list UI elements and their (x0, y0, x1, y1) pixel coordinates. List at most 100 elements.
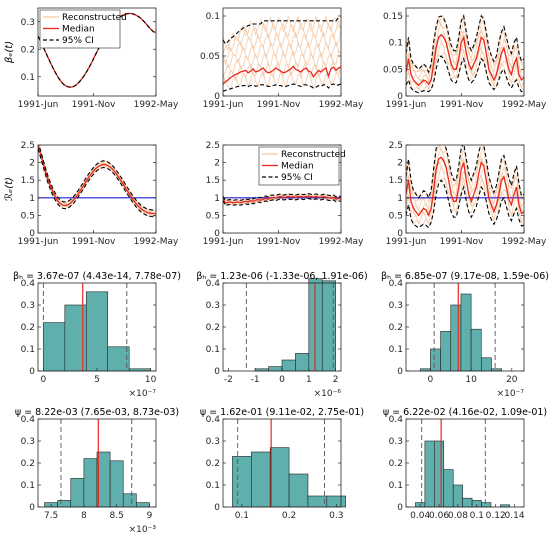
x-tick-label: 8.5 (110, 511, 124, 521)
histogram-bar (288, 473, 309, 508)
x-tick-label: 0 (40, 375, 46, 385)
y-tick-label: 1.5 (21, 176, 35, 186)
panel-title: ψ = 1.62e-01 (9.11e-02, 2.75e-01) (200, 407, 364, 418)
ci-upper-line (406, 14, 524, 74)
y-tick-label: 0.4 (206, 415, 221, 425)
y-tick-label: 1.5 (389, 176, 403, 186)
x-tick-label: 1992-May (319, 100, 364, 110)
ci-lower-line (223, 83, 341, 92)
y-tick-label: 0.2 (206, 459, 220, 469)
panel-6: 0 0.5 1 1.5 2 2.5 1991-Jun 1991-Nov 1992-May (386, 141, 547, 247)
histogram-bar (268, 366, 283, 372)
y-tick-label: 0.4 (389, 415, 404, 425)
panel-7: 0 0.1 0.2 0.3 0.4 0 5 10 ×10⁻⁷ βₕ = 3.67e-07 (4.4… (13, 271, 181, 399)
y-tick-label: 0.5 (206, 211, 220, 221)
legend-label: 95% CI (281, 173, 313, 183)
panel-title: ψ = 6.22e-02 (4.16e-02, 1.09e-01) (383, 407, 547, 418)
y-tick-label: 0.1 (21, 481, 35, 491)
x-tick-label: 8 (81, 511, 87, 521)
reconstructed-trajectory (223, 69, 341, 91)
y-axis-label: βₑ(t) (4, 41, 15, 64)
x-tick-label: 0.1 (235, 511, 249, 521)
median-line (38, 145, 156, 215)
y-tick-label: 0 (214, 92, 220, 102)
y-tick-label: 2.5 (389, 141, 403, 151)
x-tick-label: 10 (145, 375, 157, 385)
x-tick-label: 1992-May (502, 237, 547, 247)
x-tick-label: 0.1 (470, 511, 484, 521)
x-tick-label: 1991-Nov (440, 237, 484, 247)
x-tick-label: 1991-Jun (18, 100, 59, 110)
x-tick-label: 1992-May (134, 100, 179, 110)
x-tick-label: -2 (224, 375, 233, 385)
histogram-bar (440, 331, 452, 372)
y-tick-label: 1 (397, 194, 403, 204)
x-axis-exponent: ×10⁻⁶ (314, 389, 342, 399)
y-tick-label: 0.3 (21, 301, 35, 311)
y-tick-label: 0.15 (383, 12, 403, 22)
ci-lower-line (38, 148, 156, 218)
axes-box (405, 418, 525, 508)
y-tick-label: 0.3 (206, 437, 220, 447)
y-tick-label: 1 (214, 194, 220, 204)
x-tick-label: 0.06 (429, 511, 449, 521)
histogram-bar (96, 451, 111, 508)
ci-upper-line (223, 193, 341, 202)
y-tick-label: 0 (214, 229, 220, 239)
y-tick-label: 0.3 (389, 301, 403, 311)
y-tick-label: 2 (397, 159, 403, 169)
y-tick-label: 0.2 (389, 459, 403, 469)
x-tick-label: 0.08 (448, 511, 468, 521)
panel-4: 0 0.5 1 1.5 2 2.5 1991-Jun 1991-Nov 1992-May ℛₑ(t… (4, 141, 179, 247)
y-tick-label: 0.4 (21, 279, 36, 289)
x-tick-label: 0.3 (329, 511, 343, 521)
panel-9: 0 0.1 0.2 0.3 0.4 0 10 20 ×10⁻⁷ βₕ = 6.85e-07 (9.… (381, 271, 549, 399)
plot-area (223, 193, 341, 207)
y-tick-label: 1 (29, 194, 35, 204)
y-tick-label: 0 (214, 503, 220, 513)
y-tick-label: 0.4 (389, 279, 404, 289)
histogram-bar (443, 469, 454, 508)
y-tick-label: 0 (397, 229, 403, 239)
x-tick-label: 5 (94, 375, 100, 385)
reconstructed-trajectory (223, 49, 341, 77)
y-tick-label: 2 (214, 159, 220, 169)
x-tick-label: 1991-Jun (203, 100, 244, 110)
y-tick-label: 0 (397, 503, 403, 513)
reconstructed-trajectory (406, 21, 524, 81)
x-tick-label: 0.14 (505, 511, 525, 521)
y-tick-label: 0.05 (200, 52, 220, 62)
x-axis-exponent: ×10⁻⁷ (129, 389, 157, 399)
median-line (223, 195, 341, 204)
ci-upper-line (38, 145, 156, 211)
reconstructed-trajectory (223, 30, 341, 66)
histogram-bar (480, 357, 492, 372)
histogram-bar (251, 451, 271, 508)
y-tick-label: 0.2 (21, 323, 35, 333)
x-tick-label: 1991-Jun (386, 100, 427, 110)
panel-12: 00.10.20.30.40.040.060.08 0.1 0.120.14ψ = … (383, 407, 547, 521)
y-tick-label: 0.2 (206, 323, 220, 333)
plot-area (406, 13, 524, 94)
panel-10: 0 0.1 0.2 0.3 0.4 7.5 8 8.5 9 ×10⁻³ ψ = 8.22e-03 (… (15, 407, 179, 535)
y-tick-label: 0 (214, 367, 220, 377)
histogram-bar (462, 497, 473, 508)
x-tick-label: 1 (306, 375, 312, 385)
y-tick-label: 0.1 (206, 481, 220, 491)
panel-11: 0 0.1 0.2 0.3 0.4 0.1 0.2 0.3 ψ = 1.62e-01 (9.11… (200, 407, 364, 521)
median-line (406, 156, 524, 218)
axes-box (405, 7, 525, 97)
histogram-bar (83, 458, 98, 508)
histogram-bar (295, 353, 310, 372)
median-line (38, 12, 156, 88)
x-tick-label: 1991-Nov (257, 237, 301, 247)
y-tick-label: 0.2 (21, 45, 35, 55)
ci-upper-line (223, 17, 341, 45)
ci-upper-line (406, 145, 524, 200)
panel-1: 0.1 0.2 0.3 1991-Jun 1991-Nov 1992-May βₑ(t) Re… (4, 7, 179, 110)
x-tick-label: 7.5 (44, 511, 58, 521)
y-tick-label: 2 (29, 159, 35, 169)
reconstructed-trajectory (406, 40, 524, 91)
panel-2: 0 0.05 0.1 1991-Jun 1991-Nov 1992-May (200, 7, 364, 110)
reconstructed-trajectory (406, 165, 524, 226)
